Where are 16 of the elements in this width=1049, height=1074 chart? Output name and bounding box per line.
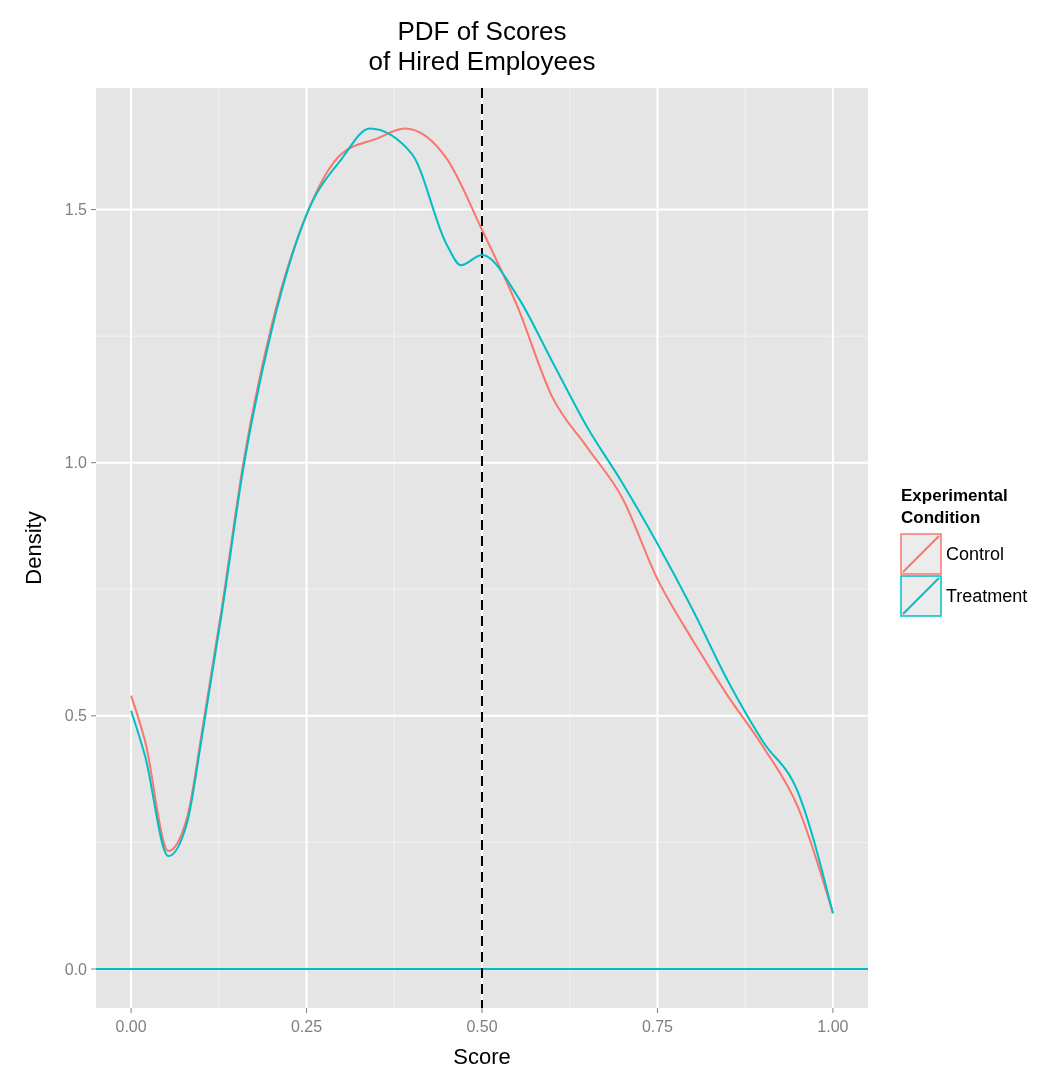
chart-title: PDF of Scores of Hired Employees <box>368 16 596 76</box>
x-tick-label: 0.50 <box>466 1018 498 1035</box>
x-tick-label: 1.00 <box>817 1018 849 1035</box>
x-tick-label: 0.75 <box>641 1018 674 1035</box>
y-tick-label: 1.0 <box>64 454 88 472</box>
line-series <box>130 127 834 915</box>
y-tick-label: 0.0 <box>64 960 88 978</box>
x-tick-label: 0.25 <box>290 1018 323 1035</box>
y-tick-label: 1.5 <box>64 201 88 219</box>
legend-title: Experimental Condition <box>901 486 1008 527</box>
x-tick-label: 0.00 <box>115 1018 147 1035</box>
legend-label: Control <box>946 544 1005 565</box>
x-axis-title: Score <box>453 1044 511 1069</box>
y-axis-title: Density <box>21 511 46 585</box>
y-tick-label: 0.5 <box>64 707 88 725</box>
legend-label: Treatment <box>946 586 1028 607</box>
